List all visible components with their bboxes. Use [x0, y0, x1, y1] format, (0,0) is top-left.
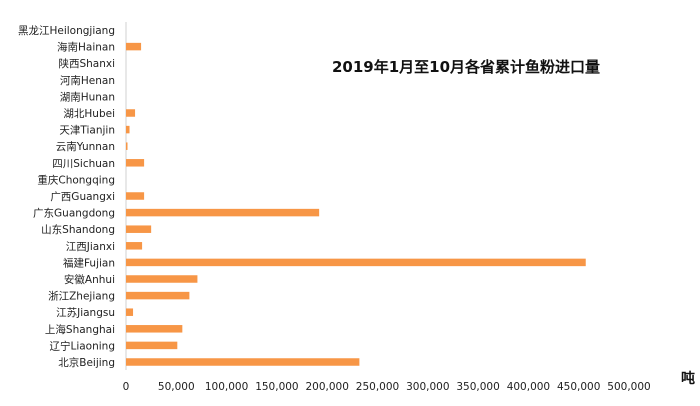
x-tick-label: 150,000 [255, 381, 298, 393]
category-label: 广西Guangxi [50, 191, 115, 203]
category-label: 湖南Hunan [60, 90, 115, 103]
category-label: 天津Tianjin [59, 125, 115, 137]
category-label: 海南Hainan [57, 41, 115, 54]
category-label: 四川Sichuan [52, 158, 115, 170]
category-label: 黑龙江Heilongjiang [18, 24, 115, 37]
bar [126, 291, 190, 300]
category-label: 陕西Shanxi [58, 57, 115, 70]
category-label: 浙江Zhejiang [48, 291, 115, 303]
bar [126, 159, 145, 167]
x-tick-label: 300,000 [406, 381, 449, 393]
category-label: 上海Shanghai [45, 323, 115, 336]
category-label: 辽宁Liaoning [49, 339, 115, 352]
bar [126, 225, 152, 233]
bar [126, 192, 145, 200]
category-label: 重庆Chongqing [37, 173, 115, 186]
bar [126, 242, 143, 250]
x-tick-label: 350,000 [456, 381, 499, 393]
category-labels: 黑龙江Heilongjiang 海南Hainan 陕西Shanxi 河南Henan 湖南… [18, 24, 115, 369]
x-tick-label: 250,000 [356, 381, 399, 393]
x-tick-label: 100,000 [205, 381, 248, 393]
category-label: 福建Fujian [63, 256, 115, 269]
x-tick-label: 50,000 [158, 381, 195, 393]
bars [126, 42, 586, 366]
category-label: 云南Yunnan [56, 140, 115, 153]
bar [126, 275, 198, 283]
x-tick-label: 200,000 [305, 381, 348, 393]
x-tick-labels: 0 50,000 100,000 150,000 200,000 250,000 300,0… [123, 381, 651, 393]
bar [126, 109, 136, 117]
bar [126, 208, 320, 217]
bar [126, 42, 142, 51]
category-label: 湖北Hubei [63, 108, 115, 120]
x-tick-label: 450,000 [557, 381, 600, 393]
bar [126, 308, 134, 316]
bar [126, 125, 130, 134]
category-label: 广东Guangdong [33, 207, 115, 220]
category-label: 江苏Jiangsu [56, 306, 115, 319]
chart-title: 2019年1月至10月各省累计鱼粉进口量 [332, 58, 600, 76]
x-tick-label: 500,000 [607, 381, 650, 393]
x-tick-label: 0 [123, 381, 130, 393]
bar [126, 341, 178, 350]
bar [126, 258, 586, 267]
category-label: 安徽Anhui [64, 273, 115, 286]
category-label: 山东Shandong [41, 223, 115, 236]
category-label: 河南Henan [60, 74, 115, 87]
unit-label: 吨 [681, 370, 695, 387]
bar [126, 325, 183, 333]
x-tick-label: 400,000 [507, 381, 550, 393]
bar [126, 142, 128, 150]
bar [126, 358, 360, 366]
category-label: 江西Jianxi [66, 241, 115, 253]
category-label: 北京Beijing [58, 356, 115, 369]
